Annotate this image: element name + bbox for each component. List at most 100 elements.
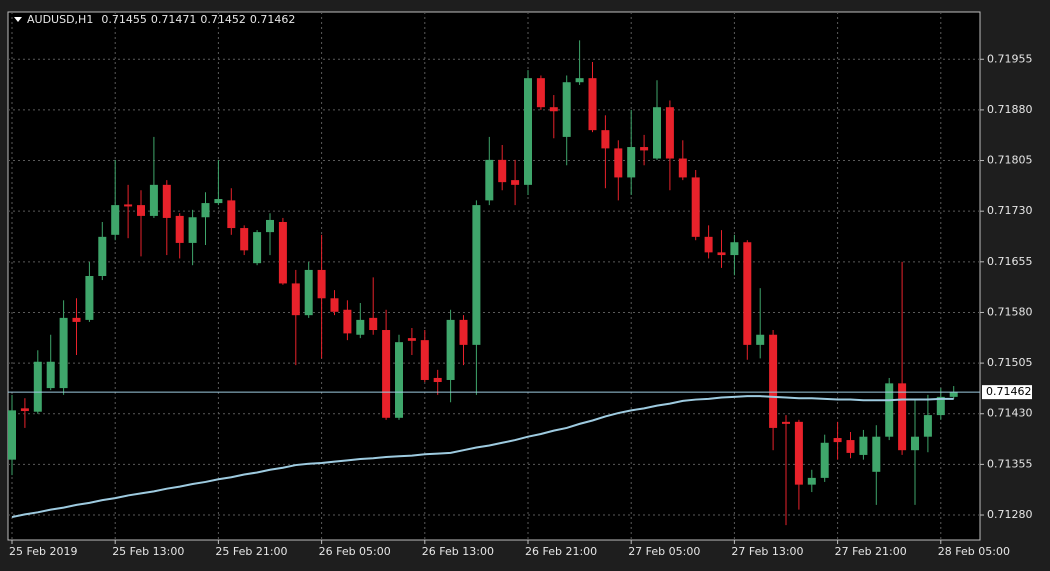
menu-arrow[interactable] <box>14 17 22 22</box>
open: 0.71455 <box>101 13 147 26</box>
candle-body <box>33 361 42 412</box>
candle-body <box>356 319 365 335</box>
plot-area <box>7 11 981 541</box>
candle-body <box>149 184 158 216</box>
candle-body <box>833 438 842 443</box>
candle-body <box>743 242 752 345</box>
candle-body <box>395 342 403 418</box>
candle-body <box>343 309 352 334</box>
candle-body <box>717 252 726 256</box>
candle-body <box>640 147 649 151</box>
candle-body <box>923 415 932 437</box>
candle-body <box>407 338 416 341</box>
candle-body <box>949 392 958 397</box>
x-tick-label: 25 Feb 13:00 <box>112 545 184 558</box>
candle-body <box>536 78 545 108</box>
x-tick-label: 26 Feb 05:00 <box>319 545 391 558</box>
candle-body <box>794 421 803 485</box>
current-price-label: 0.71462 <box>986 385 1032 398</box>
candle-body <box>549 107 558 112</box>
x-tick-label: 28 Feb 05:00 <box>938 545 1010 558</box>
candle-body <box>691 177 700 237</box>
candle-body <box>175 215 184 243</box>
candle-body <box>330 298 339 312</box>
candle-body <box>704 236 713 253</box>
candle-body <box>369 317 378 331</box>
candle-body <box>459 319 468 345</box>
candle-body <box>846 440 855 453</box>
candle-body <box>653 107 661 159</box>
x-tick-label: 26 Feb 21:00 <box>525 545 597 558</box>
candle-body <box>240 228 249 251</box>
candle-body <box>588 78 597 131</box>
y-tick-label: 0.71955 <box>987 52 1033 65</box>
candle-body <box>485 159 494 201</box>
candle-body <box>885 383 894 437</box>
candle-body <box>59 317 68 389</box>
candle-body <box>498 159 507 183</box>
candle-body <box>472 205 481 345</box>
x-tick-label: 27 Feb 21:00 <box>835 545 907 558</box>
candle-body <box>782 421 790 424</box>
candle-body <box>227 200 236 229</box>
candle-body <box>911 436 919 451</box>
x-tick-label: 26 Feb 13:00 <box>422 545 494 558</box>
candle-body <box>730 242 739 256</box>
candle-body <box>162 184 171 218</box>
candle-body <box>859 436 868 455</box>
candle-body <box>98 236 107 276</box>
close: 0.71462 <box>250 13 296 26</box>
candle-body <box>85 276 94 320</box>
candle-body <box>124 204 133 207</box>
x-tick-label: 27 Feb 05:00 <box>628 545 700 558</box>
low: 0.71452 <box>200 13 246 26</box>
candle-body <box>575 78 584 83</box>
candle-body <box>872 436 881 472</box>
candle-body <box>420 340 429 380</box>
candle-body <box>188 217 197 243</box>
candle-body <box>278 221 287 284</box>
marks <box>8 40 958 526</box>
x-tick-label: 25 Feb 2019 <box>9 545 77 558</box>
candle-body <box>137 205 145 216</box>
candle-body <box>214 199 223 204</box>
candle-body <box>898 383 907 451</box>
candle-body <box>72 317 81 322</box>
candle-body <box>304 269 313 316</box>
candle-body <box>665 107 674 159</box>
candle-body <box>807 477 816 485</box>
candle-body <box>46 361 55 389</box>
candle-body <box>820 442 829 478</box>
candle-body <box>627 147 636 178</box>
candle-body <box>614 148 623 178</box>
current-price-box <box>982 385 1032 400</box>
candle-body <box>111 205 120 235</box>
symbol: AUDUSD,H1 <box>27 13 93 26</box>
candle-body <box>769 334 778 428</box>
candle-body <box>936 396 945 416</box>
candle-body <box>317 269 326 299</box>
candle-body <box>291 283 300 316</box>
high: 0.71471 <box>151 13 197 26</box>
candle-body <box>253 232 262 264</box>
candle-body <box>382 330 391 418</box>
header: AUDUSD,H1 0.71455 0.71471 0.71452 0.71462 <box>27 13 295 26</box>
candle-body <box>601 130 610 149</box>
candle-body <box>511 180 520 185</box>
candle-body <box>562 82 571 137</box>
candle-body <box>756 334 765 345</box>
moving-average <box>11 395 954 519</box>
y-tick-label: 0.71505 <box>987 356 1033 369</box>
x-tick-label: 25 Feb 21:00 <box>215 545 287 558</box>
candle-body <box>678 158 687 178</box>
candle-body <box>524 78 532 185</box>
y-tick-label: 0.71430 <box>987 407 1033 420</box>
y-tick-label: 0.71805 <box>987 154 1033 167</box>
candle-body <box>446 319 455 380</box>
y-tick-label: 0.71880 <box>987 103 1033 116</box>
candle-body <box>8 410 16 460</box>
y-tick-label: 0.71580 <box>987 305 1033 318</box>
candle-body <box>266 219 274 233</box>
